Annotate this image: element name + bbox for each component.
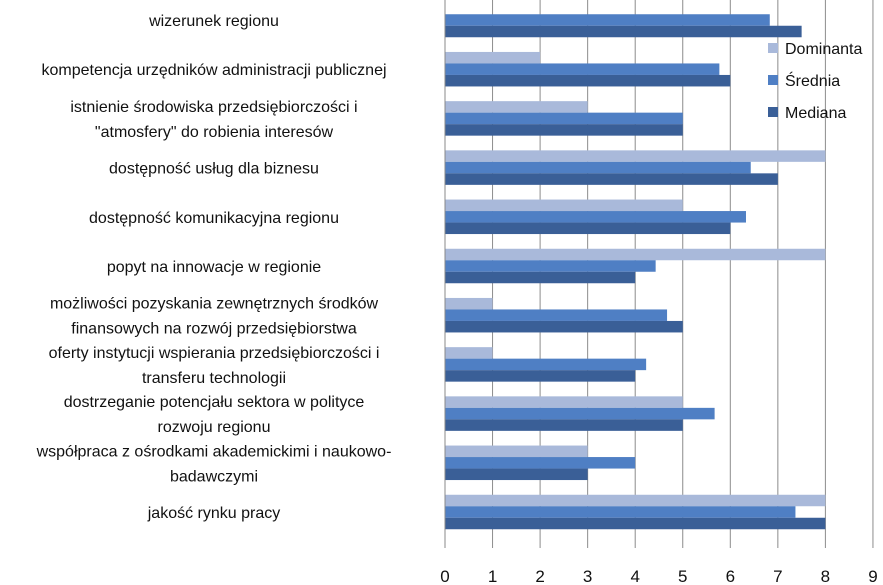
bar-mediana-9 [445, 468, 588, 481]
x-tick-label: 8 [821, 567, 830, 585]
bar-dominanta-10 [445, 494, 826, 507]
bars [445, 14, 826, 530]
x-tick-label: 7 [773, 567, 782, 585]
bar-dominanta-2 [445, 101, 588, 113]
bar-mediana-4 [445, 222, 731, 235]
bar-mediana-2 [445, 124, 683, 136]
bar-dominanta-3 [445, 150, 826, 162]
legend-swatch [768, 75, 778, 85]
x-tick-label: 6 [726, 567, 735, 585]
bar-mediana-0 [445, 25, 802, 38]
x-tick-label: 3 [583, 567, 592, 585]
category-label: jakość rynku pracy [147, 505, 281, 522]
bar-mediana-7 [445, 370, 636, 382]
bar-dominanta-7 [445, 347, 493, 359]
category-labels: wizerunek regionu kompetencja urzędników … [36, 13, 392, 522]
legend-swatch [768, 107, 778, 117]
bar-mediana-3 [445, 173, 778, 185]
category-label: oferty instytucji wspierania przedsiębio… [49, 345, 380, 387]
category-label: współpraca z ośrodkami akademickimi i na… [36, 443, 392, 485]
category-label: dostępność usług dla biznesu [109, 161, 319, 178]
bar--rednia-3 [445, 161, 751, 174]
bar-dominanta-9 [445, 445, 588, 458]
bar--rednia-6 [445, 309, 668, 321]
x-tick-label: 0 [440, 567, 449, 585]
category-label: możliwości pozyskania zewnętrznych środk… [50, 296, 379, 338]
bar-mediana-1 [445, 74, 731, 87]
x-tick-label: 5 [678, 567, 687, 585]
bar-mediana-8 [445, 419, 683, 431]
bar-mediana-6 [445, 320, 683, 333]
bar--rednia-0 [445, 14, 770, 26]
category-label: popyt na innowacje w regionie [107, 259, 321, 276]
bar-dominanta-5 [445, 248, 826, 261]
legend-label: Mediana [785, 105, 846, 122]
x-tick-label: 1 [488, 567, 497, 585]
legend-label: Średnia [785, 71, 840, 90]
legend: Dominanta Średnia Mediana [768, 41, 862, 122]
bar--rednia-1 [445, 63, 720, 75]
bar-mediana-5 [445, 271, 636, 284]
bar--rednia-8 [445, 407, 715, 420]
bar-dominanta-6 [445, 297, 493, 310]
bar--rednia-10 [445, 506, 796, 518]
bar-dominanta-4 [445, 199, 683, 212]
bar--rednia-2 [445, 112, 683, 125]
bar--rednia-4 [445, 211, 746, 223]
legend-swatch [768, 43, 778, 53]
x-tick-label: 9 [868, 567, 877, 585]
gridlines [492, 0, 874, 548]
x-tick-label: 4 [630, 567, 639, 585]
bar--rednia-9 [445, 457, 636, 469]
bar--rednia-7 [445, 358, 647, 371]
bar--rednia-5 [445, 260, 656, 272]
category-label: kompetencja urzędników administracji pub… [41, 62, 386, 79]
category-label: dostępność komunikacyjna regionu [89, 210, 339, 227]
x-axis-ticks: 0 1 2 3 4 5 6 7 8 9 [440, 567, 877, 585]
bar-mediana-10 [445, 517, 826, 530]
bar-dominanta-1 [445, 51, 541, 64]
bar-dominanta-8 [445, 396, 683, 408]
category-label: dostrzeganie potencjału sektora w polity… [64, 394, 365, 436]
category-label: istnienie środowiska przedsiębiorczości … [70, 99, 357, 141]
category-label: wizerunek regionu [148, 13, 279, 30]
x-tick-label: 2 [535, 567, 544, 585]
legend-label: Dominanta [785, 41, 862, 58]
